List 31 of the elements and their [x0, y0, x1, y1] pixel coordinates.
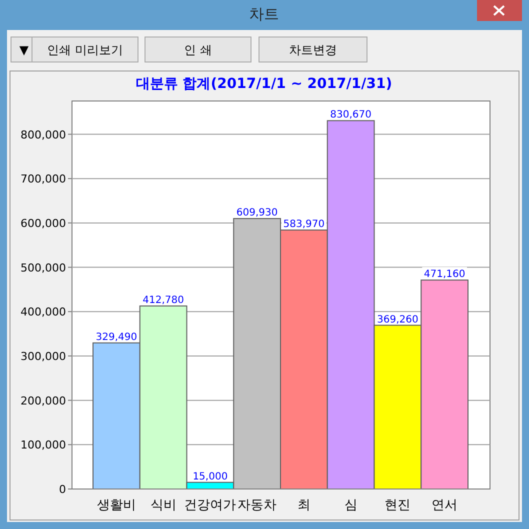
x-tick-label: 건강여가: [184, 498, 236, 513]
x-tick-label: 자동차: [238, 498, 277, 513]
x-tick-label: 최: [297, 498, 310, 513]
data-label: 369,260: [377, 314, 418, 326]
chart-title: 대분류 합계(2017/1/1 ~ 2017/1/31): [136, 76, 392, 92]
text: 인쇄 미리보기: [47, 43, 123, 57]
y-tick-label: 700,000: [20, 172, 66, 186]
y-tick-label: 100,000: [20, 438, 66, 452]
data-label: 583,970: [283, 219, 325, 230]
y-tick-label: 500,000: [20, 261, 66, 274]
y-tick-label: 800,000: [20, 128, 66, 142]
data-label: 329,490: [96, 332, 138, 343]
y-tick-label: 400,000: [20, 306, 66, 319]
data-label: 471,160: [424, 269, 466, 280]
x-tick-label: 현진: [384, 498, 411, 513]
y-tick-label: 0: [59, 483, 66, 496]
y-tick-label: 200,000: [20, 394, 66, 408]
x-tick-label: 연서: [432, 498, 458, 513]
x-tick-label: 심: [344, 498, 358, 513]
text: 인 쇄: [184, 43, 212, 57]
data-label: 609,930: [236, 208, 278, 219]
x-tick-label: 식비: [150, 498, 176, 513]
text: 차트: [249, 5, 279, 23]
y-tick-label: 600,000: [20, 216, 66, 230]
text: 차트변경: [289, 43, 337, 57]
data-label: 830,670: [330, 110, 372, 121]
y-tick-label: 300,000: [20, 350, 66, 363]
data-label: 15,000: [192, 471, 228, 482]
text: ▼: [19, 43, 30, 57]
x-tick-label: 생활비: [96, 498, 136, 513]
data-label: 412,780: [142, 294, 184, 306]
